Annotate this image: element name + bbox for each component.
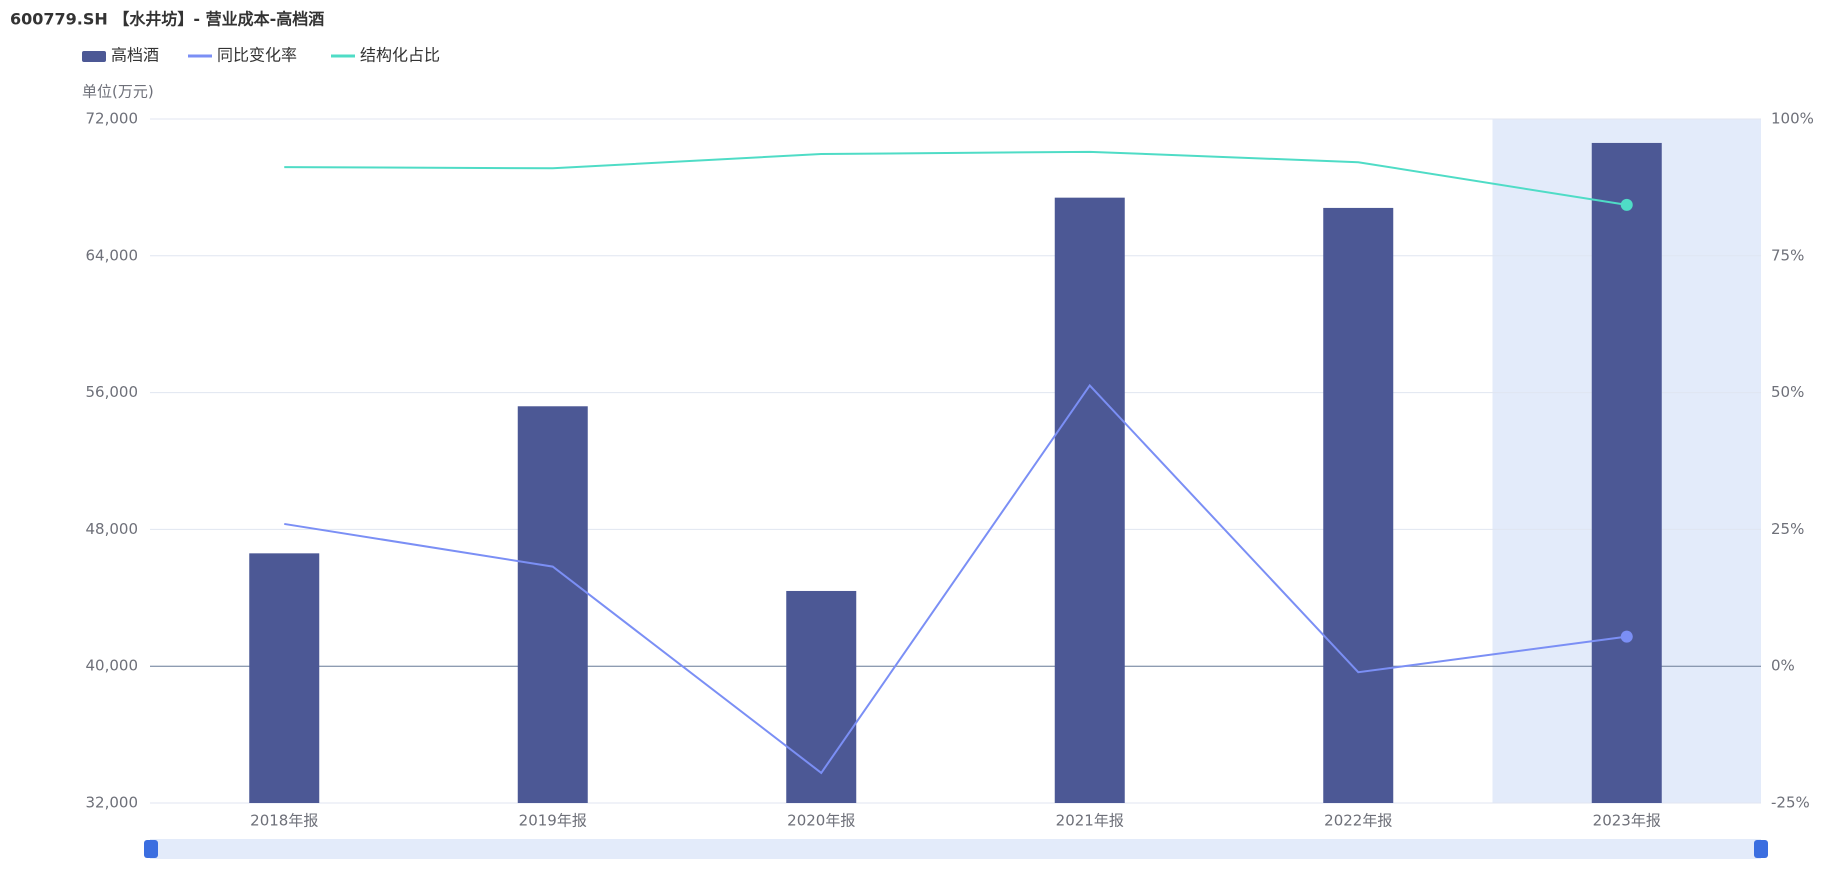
bar bbox=[1323, 207, 1394, 804]
y-tick-label: 48,000 bbox=[86, 520, 139, 538]
line bbox=[284, 150, 1627, 206]
zoom-handle[interactable] bbox=[1754, 840, 1768, 858]
y2-tick-label: 75% bbox=[1771, 246, 1804, 264]
legend-icon bbox=[82, 51, 106, 62]
y2-tick-label: 50% bbox=[1771, 383, 1804, 401]
x-tick-label: 2021年报 bbox=[1056, 812, 1124, 830]
y2-tick-label: 100% bbox=[1771, 110, 1814, 128]
legend-label[interactable]: 同比变化率 bbox=[217, 46, 297, 65]
x-tick-label: 2020年报 bbox=[787, 812, 855, 830]
y2-tick-label: 25% bbox=[1771, 520, 1804, 538]
bar bbox=[1591, 142, 1662, 803]
bar bbox=[786, 590, 857, 803]
x-tick-label: 2018年报 bbox=[250, 812, 318, 830]
x-tick-label: 2019年报 bbox=[519, 812, 587, 830]
bar bbox=[1054, 197, 1125, 803]
y2-tick-label: -25% bbox=[1771, 794, 1810, 812]
chart-title: 600779.SH 【水井坊】- 营业成本-高档酒 bbox=[10, 10, 324, 29]
bar bbox=[517, 406, 588, 803]
y2-tick-label: 0% bbox=[1771, 657, 1795, 675]
legend-label[interactable]: 结构化占比 bbox=[360, 46, 440, 65]
x-tick-label: 2023年报 bbox=[1593, 812, 1661, 830]
x-tick-label: 2022年报 bbox=[1324, 812, 1392, 830]
y-tick-label: 72,000 bbox=[86, 110, 139, 128]
data-zoom[interactable] bbox=[150, 839, 1761, 859]
legend-label[interactable]: 高档酒 bbox=[111, 46, 159, 65]
hover-dot bbox=[1620, 198, 1633, 211]
y-tick-label: 56,000 bbox=[86, 383, 139, 401]
zoom-handle[interactable] bbox=[144, 840, 158, 858]
y-tick-label: 40,000 bbox=[86, 657, 139, 675]
line bbox=[284, 383, 1627, 775]
y-unit-label: 单位(万元) bbox=[82, 83, 154, 101]
hover-dot bbox=[1620, 630, 1633, 643]
y-tick-label: 64,000 bbox=[86, 246, 139, 264]
bar bbox=[249, 553, 320, 803]
y-tick-label: 32,000 bbox=[86, 794, 139, 812]
